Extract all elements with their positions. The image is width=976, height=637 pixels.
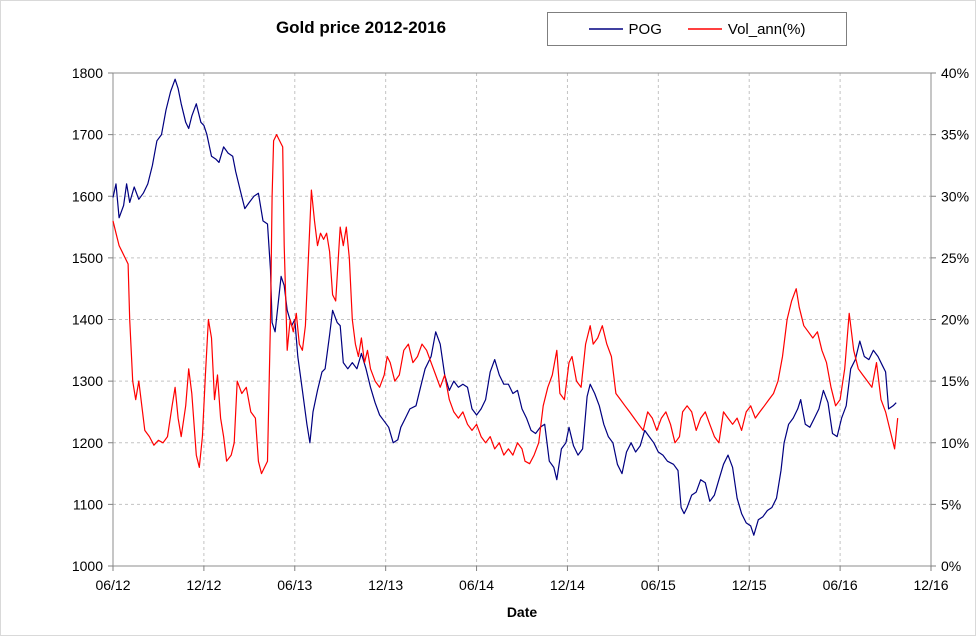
- left-axis-tick-label: 1600: [72, 188, 103, 204]
- left-axis-tick-label: 1000: [72, 558, 103, 574]
- right-axis-tick-label: 10%: [941, 435, 969, 451]
- legend-item-label: Vol_ann(%): [727, 20, 806, 38]
- legend-line-sample-pog: [588, 28, 623, 30]
- series-line-pog: [112, 78, 897, 536]
- x-axis-title: Date: [506, 604, 538, 620]
- right-axis-tick-label: 0%: [941, 558, 961, 574]
- x-axis-tick-label: 06/12: [95, 577, 130, 593]
- right-axis-tick-label: 20%: [941, 312, 969, 328]
- legend-line-sample-vol: [687, 28, 722, 30]
- left-axis-tick-label: 1200: [72, 435, 103, 451]
- right-axis-tick-label: 25%: [941, 250, 969, 266]
- right-axis-tick-label: 30%: [941, 188, 969, 204]
- x-axis-tick-label: 12/14: [550, 577, 585, 593]
- left-axis-tick-label: 1300: [72, 373, 103, 389]
- left-axis-tick-label: 1700: [72, 127, 103, 143]
- right-axis-tick-label: 15%: [941, 373, 969, 389]
- legend-item-pog[interactable]: POG: [588, 20, 662, 38]
- right-axis-tick-label: 40%: [941, 65, 969, 81]
- chart-title: Gold price 2012-2016: [275, 18, 447, 37]
- legend[interactable]: POG Vol_ann(%): [547, 12, 847, 46]
- left-axis-tick-label: 1800: [72, 65, 103, 81]
- right-axis-tick-label: 5%: [941, 496, 961, 512]
- x-axis-tick-label: 12/13: [368, 577, 403, 593]
- left-axis-tick-label: 1500: [72, 250, 103, 266]
- x-axis-tick-label: 12/12: [186, 577, 221, 593]
- x-axis-tick-label: 06/15: [641, 577, 676, 593]
- series-line-vol-ann-: [112, 134, 899, 475]
- left-axis-tick-label: 1400: [72, 312, 103, 328]
- x-axis-tick-label: 06/16: [823, 577, 858, 593]
- x-axis-tick-label: 06/14: [459, 577, 494, 593]
- x-axis-tick-label: 12/16: [913, 577, 948, 593]
- x-axis-tick-label: 12/15: [732, 577, 767, 593]
- right-axis-tick-label: 35%: [941, 127, 969, 143]
- x-axis-tick-label: 06/13: [277, 577, 312, 593]
- legend-item-label: POG: [628, 20, 662, 38]
- left-axis-tick-label: 1100: [73, 496, 103, 512]
- legend-item-vol[interactable]: Vol_ann(%): [687, 20, 806, 38]
